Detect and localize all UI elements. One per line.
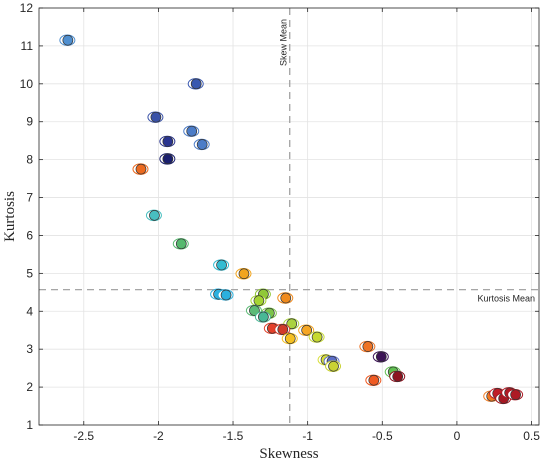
data-point	[277, 324, 289, 335]
x-tick-label: 0.5	[523, 429, 540, 443]
data-point	[258, 311, 269, 323]
y-tick-label: 3	[26, 342, 33, 356]
data-point	[253, 295, 265, 307]
data-point	[186, 125, 198, 137]
x-tick-label: 0	[454, 429, 461, 443]
data-point	[280, 292, 292, 304]
data-point	[284, 333, 296, 344]
data-point	[149, 210, 160, 221]
data-points	[59, 34, 524, 405]
data-point	[368, 374, 380, 386]
y-tick-label: 2	[26, 380, 33, 394]
data-point	[135, 163, 147, 175]
y-tick-label: 5	[26, 266, 33, 280]
y-tick-label: 12	[20, 1, 34, 15]
data-point	[375, 351, 387, 363]
y-tick-label: 6	[26, 228, 33, 242]
data-point	[249, 305, 260, 316]
y-tick-label: 7	[26, 191, 33, 205]
data-point	[510, 389, 521, 401]
x-tick-label: -2.5	[73, 429, 94, 443]
plot-frame	[38, 7, 540, 426]
data-point	[392, 371, 404, 382]
data-point	[62, 34, 74, 46]
data-point	[362, 341, 374, 352]
reference-lines	[39, 8, 539, 425]
x-axis-ticks: -2.5 -2 -1.5 -1 -0.5 0 0.5	[73, 8, 540, 443]
data-point	[238, 268, 250, 280]
x-tick-label: -1	[302, 429, 313, 443]
y-axis-title: Kurtosis	[2, 191, 18, 242]
data-point	[301, 324, 313, 336]
data-point	[162, 136, 174, 147]
x-tick-label: -2	[153, 429, 164, 443]
y-tick-label: 1	[26, 418, 33, 432]
x-tick-label: -1.5	[223, 429, 244, 443]
data-point	[286, 318, 298, 330]
data-point	[150, 111, 162, 123]
data-point	[311, 331, 323, 343]
y-tick-label: 11	[21, 39, 34, 53]
kurtosis-mean-label: Kurtosis Mean	[477, 294, 535, 304]
x-axis-title: Skewness	[259, 446, 318, 462]
x-tick-label: -0.5	[372, 429, 393, 443]
y-tick-label: 4	[26, 304, 33, 318]
data-point	[196, 139, 208, 150]
data-point	[162, 153, 174, 165]
data-point	[328, 360, 339, 372]
y-tick-label: 9	[26, 115, 33, 129]
data-point	[190, 78, 202, 90]
skew-mean-label: Skew Mean	[279, 19, 289, 66]
data-point	[216, 259, 227, 271]
grid-lines	[39, 7, 539, 426]
data-point	[175, 238, 187, 250]
y-tick-label: 10	[20, 77, 34, 91]
data-point	[220, 289, 232, 301]
y-tick-label: 8	[26, 153, 33, 167]
